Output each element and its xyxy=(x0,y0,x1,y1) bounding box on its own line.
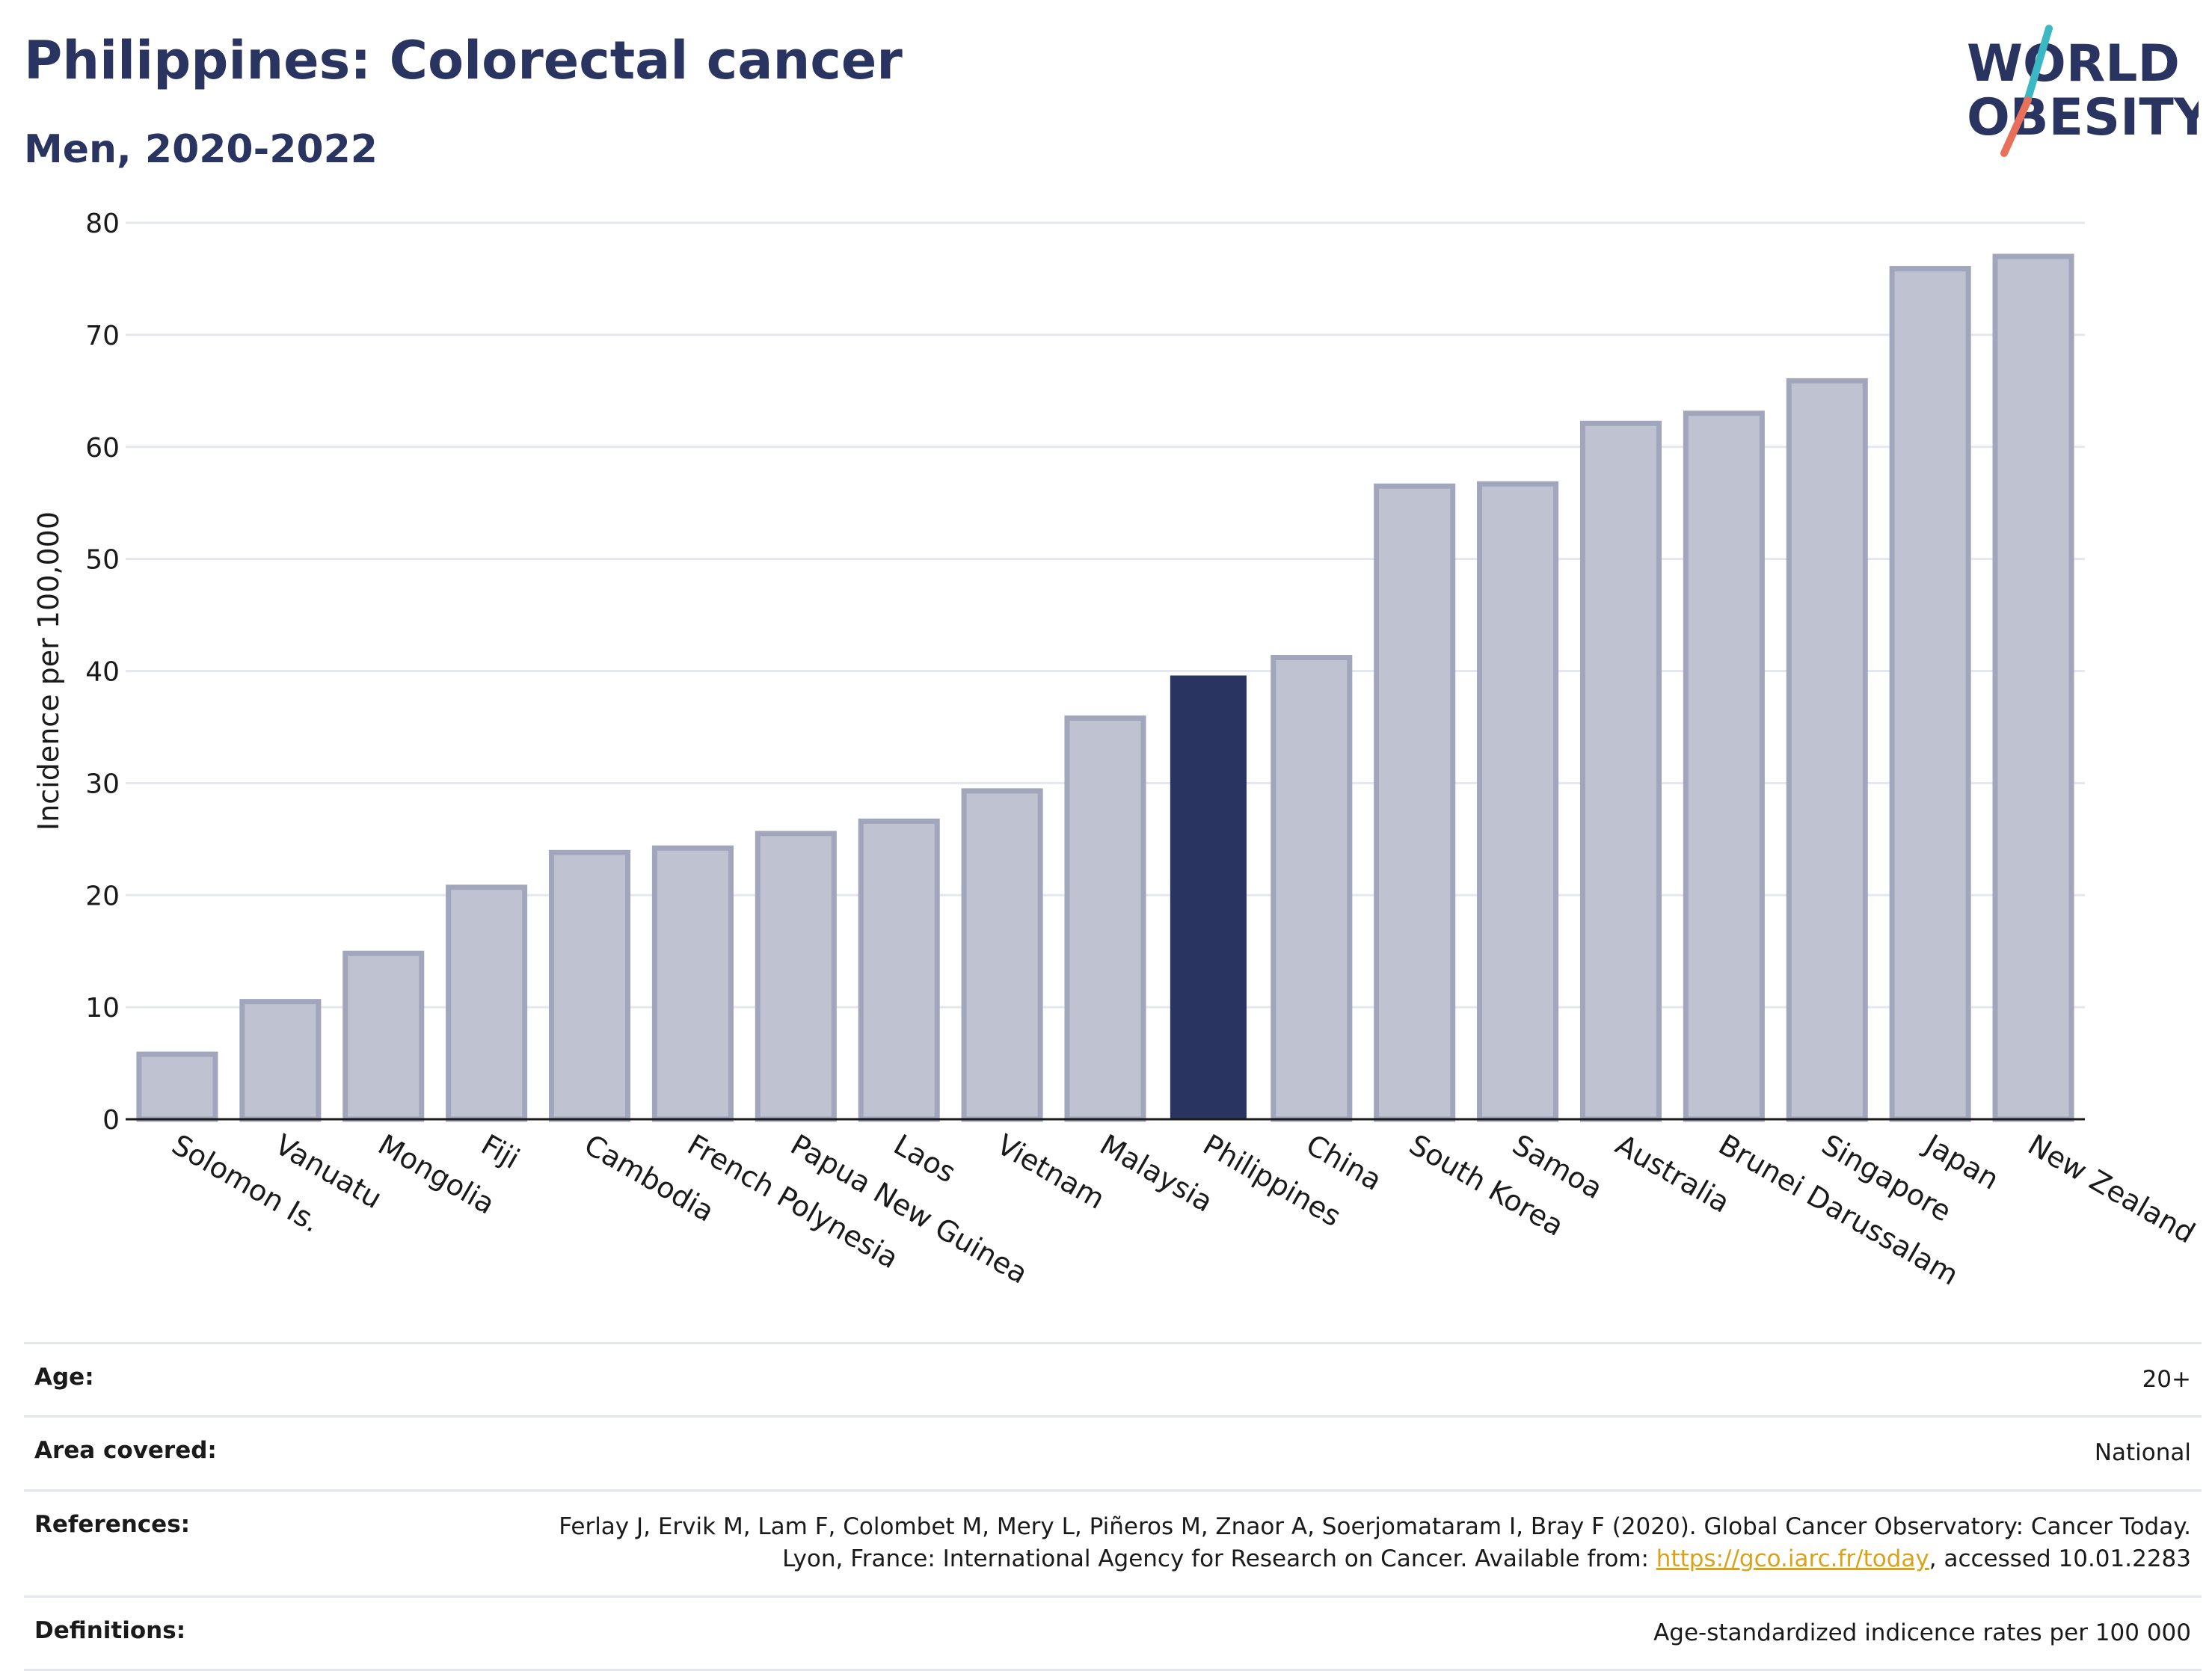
meta-value-area: National xyxy=(2094,1439,2191,1467)
reference-accessed: , accessed 10.01.2283 xyxy=(1929,1545,2191,1573)
meta-row-area: Area covered: National xyxy=(24,1415,2202,1489)
logo-line-2: OBESITY xyxy=(1967,88,2199,147)
y-tick-label: 40 xyxy=(85,657,120,688)
y-tick-label: 70 xyxy=(85,321,120,351)
bar-brunei-darussalam xyxy=(1683,410,1765,1122)
bar-vietnam xyxy=(961,788,1043,1122)
meta-label-age: Age: xyxy=(34,1364,94,1391)
bar-samoa xyxy=(1477,481,1559,1122)
meta-label-area: Area covered: xyxy=(34,1437,217,1465)
y-tick-labels: 0 10 20 30 40 50 60 70 80 xyxy=(85,209,120,1136)
bars xyxy=(136,253,2074,1122)
bar-papua-new-guinea xyxy=(755,831,837,1122)
y-tick-label: 50 xyxy=(85,545,120,576)
bar-south-korea xyxy=(1374,483,1456,1122)
y-tick-label: 80 xyxy=(85,209,120,239)
bar-mongolia xyxy=(342,950,425,1122)
meta-label-definitions: Definitions: xyxy=(34,1616,186,1644)
x-tick-label: Malaysia xyxy=(1095,1128,1219,1219)
x-tick-label: Laos xyxy=(888,1128,962,1190)
bar-chart: 0 10 20 30 40 50 60 70 80 Solomon Is.VanuatuMong… xyxy=(32,209,2201,1292)
meta-value-age: 20+ xyxy=(2142,1366,2191,1393)
meta-row-age: Age: 20+ xyxy=(24,1342,2202,1415)
world-obesity-logo: WORLD OBESITY xyxy=(1967,25,2199,157)
chart-title: Philippines: Colorectal cancer xyxy=(24,30,903,91)
bar-australia xyxy=(1579,420,1662,1122)
meta-row-definitions: Definitions: Age-standardized indicence … xyxy=(24,1595,2202,1671)
reference-text: Ferlay J, Ervik M, Lam F, Colombet M, Me… xyxy=(559,1512,2191,1573)
meta-value-definitions: Age-standardized indicence rates per 100… xyxy=(1653,1619,2191,1646)
bar-cambodia xyxy=(549,849,631,1122)
bar-japan xyxy=(1889,265,1971,1122)
bar-new-zealand xyxy=(1992,253,2074,1122)
x-tick-label: Vietnam xyxy=(992,1128,1110,1216)
bar-philippines xyxy=(1170,675,1247,1119)
bar-vanuatu xyxy=(239,999,322,1122)
logo-slash-top xyxy=(2023,25,2053,107)
metadata-table: Age: 20+ Area covered: National Referenc… xyxy=(24,1342,2202,1671)
meta-value-references: Ferlay J, Ervik M, Lam F, Colombet M, Me… xyxy=(546,1511,2191,1576)
x-tick-label: Australia xyxy=(1610,1128,1736,1219)
meta-label-references: References: xyxy=(34,1510,191,1538)
bar-french-polynesia xyxy=(651,845,734,1122)
y-tick-label: 10 xyxy=(85,993,120,1024)
bar-fiji xyxy=(446,884,528,1122)
reference-link[interactable]: https://gco.iarc.fr/today xyxy=(1656,1545,1929,1573)
logo-slash-bottom xyxy=(2000,96,2032,157)
logo-line-1: WORLD xyxy=(1967,34,2180,93)
bar-china xyxy=(1271,655,1353,1122)
x-tick-label: New Zealand xyxy=(2023,1128,2201,1250)
y-tick-label: 0 xyxy=(102,1105,120,1136)
bar-laos xyxy=(858,818,940,1122)
meta-row-references: References: Ferlay J, Ervik M, Lam F, Co… xyxy=(24,1489,2202,1595)
x-tick-label: Mongolia xyxy=(372,1128,500,1221)
y-axis-label: Incidence per 100,000 xyxy=(32,511,65,831)
bar-singapore xyxy=(1786,378,1868,1122)
y-tick-label: 30 xyxy=(85,769,120,799)
y-tick-label: 20 xyxy=(85,881,120,911)
bar-solomon-is xyxy=(136,1051,218,1122)
y-tick-label: 60 xyxy=(85,433,120,464)
x-tick-label: Fiji xyxy=(476,1128,525,1175)
bar-malaysia xyxy=(1064,715,1146,1122)
chart-subtitle: Men, 2020-2022 xyxy=(24,127,378,172)
